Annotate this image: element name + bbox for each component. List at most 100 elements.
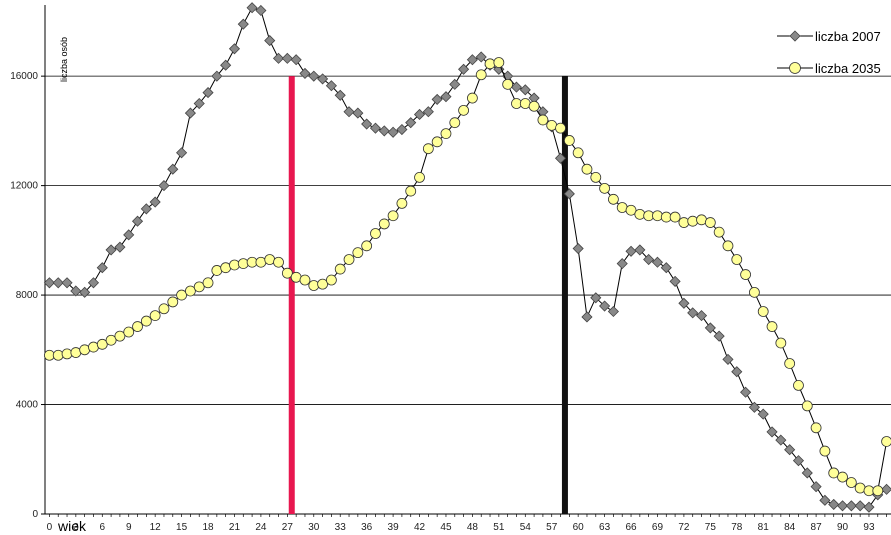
data-point-diamond: [475, 51, 487, 63]
data-point-circle: [502, 78, 514, 90]
data-point-diamond: [607, 305, 619, 318]
x-tick-label: 72: [678, 522, 690, 533]
data-point-diamond: [52, 277, 64, 289]
x-tick-label: 66: [625, 522, 637, 533]
data-point-circle: [114, 330, 126, 342]
data-point-diamond: [519, 84, 531, 96]
data-point-diamond: [458, 63, 470, 75]
data-point-circle: [555, 122, 566, 134]
data-point-circle: [422, 143, 434, 155]
data-point-diamond: [616, 258, 628, 270]
data-point-diamond: [325, 80, 337, 92]
data-point-circle: [176, 289, 187, 301]
x-tick-label: 9: [126, 522, 132, 533]
data-point-circle: [678, 217, 690, 228]
data-point-diamond: [255, 4, 267, 17]
x-tick-label: 81: [758, 522, 770, 533]
data-point-diamond: [625, 245, 637, 257]
y-tick-label: 0: [32, 509, 38, 520]
x-tick-label: 3: [73, 522, 79, 533]
data-point-circle: [431, 136, 443, 148]
data-point-circle: [687, 215, 699, 227]
data-point-diamond: [836, 500, 849, 512]
data-point-diamond: [572, 242, 584, 255]
x-axis-title: wiek: [57, 518, 87, 534]
x-tick-label: 57: [546, 522, 558, 533]
data-point-circle: [334, 263, 346, 275]
y-tick-label: 4000: [16, 400, 39, 411]
data-point-diamond: [361, 118, 373, 130]
data-point-circle: [185, 285, 196, 297]
data-point-diamond: [687, 307, 699, 319]
x-tick-label: 45: [440, 522, 452, 533]
data-point-circle: [766, 321, 778, 332]
data-point-diamond: [281, 52, 293, 64]
data-point-diamond: [466, 54, 478, 66]
data-point-diamond: [599, 300, 611, 312]
data-point-circle: [793, 379, 804, 391]
data-point-diamond: [158, 180, 170, 192]
data-point-circle: [193, 281, 205, 293]
data-point-diamond: [114, 241, 126, 253]
data-point-diamond: [669, 275, 681, 287]
data-point-diamond: [581, 311, 593, 323]
data-point-circle: [352, 247, 364, 259]
x-tick-label: 54: [520, 522, 532, 533]
data-point-circle: [740, 269, 751, 280]
data-point-circle: [713, 226, 725, 238]
data-point-diamond: [352, 107, 364, 119]
data-point-circle: [96, 338, 108, 350]
data-point-diamond: [167, 163, 179, 175]
y-tick-label: 12000: [10, 181, 38, 192]
data-point-diamond: [237, 18, 249, 30]
data-point-diamond: [713, 330, 725, 342]
data-point-circle: [229, 259, 240, 271]
data-point-circle: [731, 254, 743, 265]
data-point-diamond: [43, 277, 55, 289]
data-point-diamond: [378, 125, 390, 137]
data-point-circle: [237, 258, 249, 270]
data-point-diamond: [387, 126, 399, 138]
data-point-circle: [669, 211, 681, 223]
data-point-diamond: [396, 123, 408, 136]
data-point-circle: [414, 172, 425, 183]
y-axis-title: liczba osób: [59, 37, 69, 82]
data-point-circle: [281, 267, 293, 279]
legend-label: liczba 2035: [815, 61, 881, 76]
data-point-circle: [105, 334, 117, 346]
data-point-circle: [563, 135, 575, 146]
legend-label: liczba 2007: [815, 29, 881, 44]
data-point-circle: [52, 349, 64, 361]
data-point-diamond: [211, 70, 223, 82]
y-tick-label: 16000: [10, 71, 38, 82]
data-point-diamond: [343, 106, 355, 118]
data-point-circle: [528, 100, 540, 112]
data-point-circle: [819, 445, 831, 457]
data-point-diamond: [740, 386, 752, 398]
series-1: [43, 2, 891, 513]
data-point-diamond: [317, 73, 329, 85]
data-point-diamond: [272, 52, 285, 64]
data-point-diamond: [660, 262, 672, 274]
data-point-circle: [784, 358, 796, 369]
data-point-circle: [581, 163, 593, 175]
x-tick-label: 51: [493, 522, 505, 533]
data-point-circle: [704, 217, 716, 228]
data-point-circle: [810, 422, 822, 434]
data-point-circle: [308, 280, 320, 291]
data-point-circle: [467, 92, 478, 104]
data-point-diamond: [634, 244, 646, 256]
data-point-diamond: [854, 500, 866, 512]
data-point-circle: [484, 58, 496, 70]
data-point-diamond: [369, 122, 382, 134]
data-point-circle: [608, 193, 619, 205]
data-point-diamond: [413, 108, 426, 121]
data-point-diamond: [775, 434, 787, 446]
series-2: [44, 57, 891, 497]
x-tick-label: 63: [599, 522, 611, 533]
data-point-diamond: [202, 87, 214, 99]
x-tick-label: 36: [361, 522, 373, 533]
legend-item-1: liczba 2007: [777, 29, 881, 44]
